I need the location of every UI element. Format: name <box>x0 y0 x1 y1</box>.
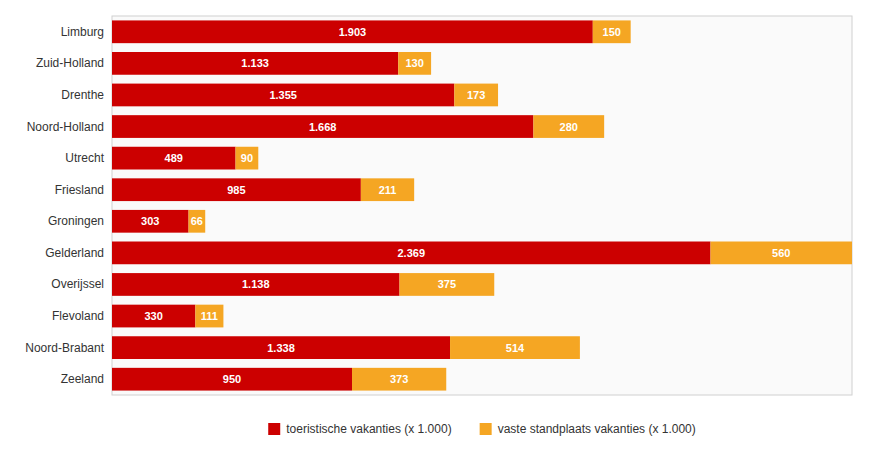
bar-segment <box>195 305 223 328</box>
data-label: 1.668 <box>309 121 337 133</box>
bar-segment <box>112 242 711 265</box>
data-label: 373 <box>390 373 408 385</box>
y-tick-label: Friesland <box>55 183 104 197</box>
data-label: 985 <box>227 184 245 196</box>
data-label: 303 <box>141 215 159 227</box>
data-label: 150 <box>603 26 621 38</box>
legend-label: vaste standplaats vakanties (x 1.000) <box>498 422 696 436</box>
data-label: 1.338 <box>267 342 295 354</box>
data-label: 2.369 <box>397 247 425 259</box>
legend-swatch <box>268 423 280 435</box>
data-label: 514 <box>506 342 525 354</box>
y-tick-label: Zeeland <box>61 372 104 386</box>
y-tick-label: Groningen <box>48 214 104 228</box>
bar-segment <box>112 210 189 233</box>
data-label: 1.133 <box>241 57 269 69</box>
bar-segment <box>112 84 454 107</box>
bar-segment <box>112 178 361 201</box>
bar-segment <box>112 336 450 359</box>
data-label: 330 <box>145 310 163 322</box>
bar-segment <box>361 178 414 201</box>
bar-segment <box>112 147 236 170</box>
data-label: 1.355 <box>269 89 297 101</box>
legend-swatch <box>480 423 492 435</box>
data-label: 130 <box>405 57 423 69</box>
bar-segment <box>189 210 206 233</box>
bar-segment <box>112 305 195 328</box>
plot-frame <box>112 16 852 395</box>
data-labels: 1.903 150 1.133 130 1.355 173 1.668 280 489 90 985… <box>141 26 790 385</box>
bar-segment <box>454 84 498 107</box>
y-tick-label: Gelderland <box>45 246 104 260</box>
y-tick-label: Flevoland <box>52 309 104 323</box>
bar-segment <box>400 273 495 296</box>
legend-label: toeristische vakanties (x 1.000) <box>286 422 451 436</box>
y-axis: Limburg Zuid-Holland Drenthe Noord-Holland U… <box>25 25 104 386</box>
data-label: 173 <box>467 89 485 101</box>
legend: toeristische vakanties (x 1.000) vaste st… <box>268 422 696 436</box>
data-label: 211 <box>379 184 397 196</box>
y-tick-label: Utrecht <box>65 151 104 165</box>
bar-segment <box>112 273 400 296</box>
legend-item: toeristische vakanties (x 1.000) <box>268 422 451 436</box>
legend-item: vaste standplaats vakanties (x 1.000) <box>480 422 696 436</box>
data-label: 111 <box>201 310 218 322</box>
bar-segment <box>533 115 604 138</box>
bar-segment <box>450 336 580 359</box>
y-tick-label: Drenthe <box>61 88 104 102</box>
data-label: 560 <box>772 247 790 259</box>
bar-segment <box>112 115 533 138</box>
y-tick-label: Overijssel <box>51 277 104 291</box>
data-label: 90 <box>241 152 253 164</box>
bar-segment <box>352 368 446 391</box>
bar-segment <box>236 147 259 170</box>
bar-segment <box>398 52 431 75</box>
y-tick-label: Noord-Brabant <box>25 341 104 355</box>
data-label: 280 <box>560 121 578 133</box>
y-tick-label: Zuid-Holland <box>36 56 104 70</box>
bar-segment <box>112 20 593 43</box>
chart: Limburg Zuid-Holland Drenthe Noord-Holland U… <box>0 0 872 451</box>
bars <box>112 20 852 390</box>
bar-segment <box>593 20 631 43</box>
data-label: 1.903 <box>339 26 367 38</box>
data-label: 375 <box>438 278 456 290</box>
data-label: 489 <box>165 152 183 164</box>
bar-segment <box>112 52 398 75</box>
bar-segment <box>711 242 852 265</box>
data-label: 950 <box>223 373 241 385</box>
bar-segment <box>112 368 352 391</box>
y-tick-label: Noord-Holland <box>27 120 104 134</box>
data-label: 1.138 <box>242 278 270 290</box>
data-label: 66 <box>191 215 203 227</box>
y-tick-label: Limburg <box>61 25 104 39</box>
